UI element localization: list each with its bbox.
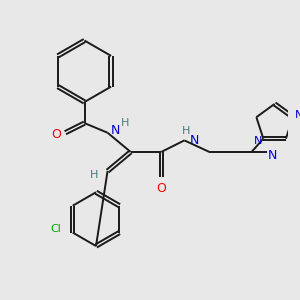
Text: H: H [121,118,129,128]
Text: N: N [189,134,199,147]
Text: H: H [90,170,98,180]
Text: N: N [254,136,262,146]
Text: N: N [295,110,300,120]
Text: N: N [110,124,120,137]
Text: O: O [52,128,61,141]
Text: O: O [156,182,166,195]
Text: Cl: Cl [50,224,61,234]
Text: H: H [182,126,190,136]
Text: N: N [268,149,278,162]
